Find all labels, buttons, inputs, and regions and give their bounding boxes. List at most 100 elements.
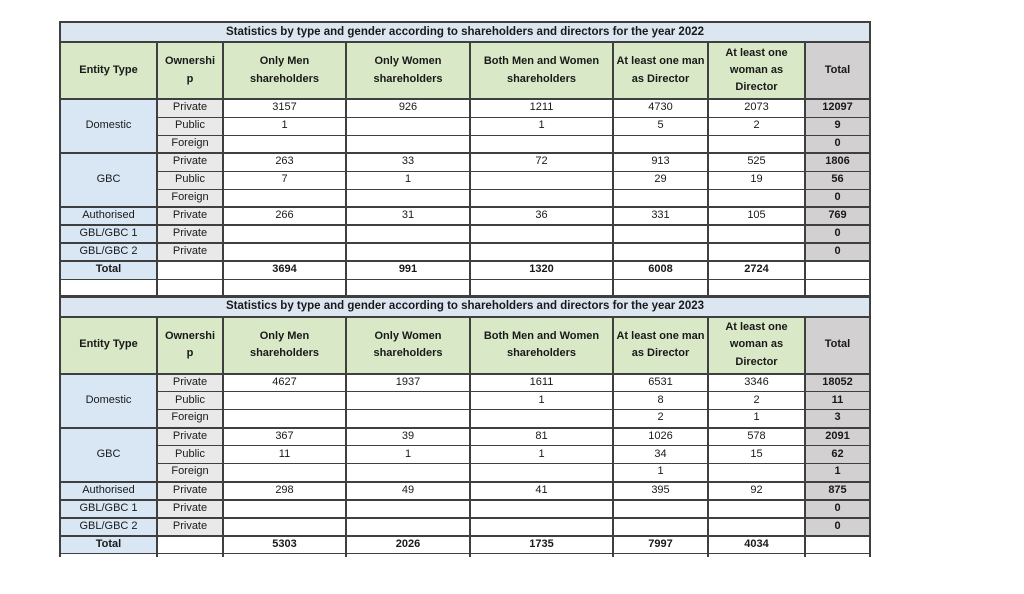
value-cell: 3346 xyxy=(707,373,806,392)
stats-table-2022: Statistics by type and gender according … xyxy=(59,21,871,296)
title-row: Statistics by type and gender according … xyxy=(59,295,871,318)
table-row: Public 1 1 5 2 9 xyxy=(60,116,871,136)
entity-cell: Domestic xyxy=(59,98,158,154)
value-cell: 4730 xyxy=(612,98,709,118)
value-cell: 1 xyxy=(469,445,614,464)
table-row: Authorised Private 266 31 36 331 105 769 xyxy=(59,206,871,226)
value-cell xyxy=(345,516,471,536)
table-row: GBL/GBC 2 Private 0 xyxy=(59,242,871,262)
value-cell xyxy=(222,498,347,518)
value-cell: 1320 xyxy=(469,260,614,280)
value-cell xyxy=(222,463,347,482)
value-cell xyxy=(707,188,806,208)
value-cell xyxy=(469,516,614,536)
column-header: Only Women shareholders xyxy=(345,41,471,100)
value-cell: 1 xyxy=(345,445,471,464)
statistics-tables-container: Statistics by type and gender according … xyxy=(59,21,871,557)
value-cell xyxy=(222,516,347,536)
value-cell xyxy=(222,134,347,154)
row-total-cell: 3 xyxy=(804,409,871,428)
value-cell xyxy=(612,242,709,262)
table-row: Public 11 1 1 34 15 62 xyxy=(60,445,871,464)
value-cell: 1 xyxy=(222,116,347,136)
empty-cell xyxy=(804,553,871,557)
table-row: Public 1 8 2 11 xyxy=(60,391,871,410)
entity-cell: GBL/GBC 1 xyxy=(59,224,158,244)
empty-cell xyxy=(156,278,224,296)
table-row: GBL/GBC 1 Private 0 xyxy=(59,498,871,518)
ownership-cell xyxy=(156,534,224,554)
value-cell: 1611 xyxy=(469,373,614,392)
value-cell: 3157 xyxy=(222,98,347,118)
row-total-cell: 0 xyxy=(804,224,871,244)
value-cell xyxy=(345,463,471,482)
table-row: Domestic Private 4627 1937 1611 6531 3346 18052 xyxy=(59,373,871,428)
value-cell xyxy=(707,242,806,262)
value-cell xyxy=(707,498,806,518)
row-total-cell: 0 xyxy=(804,188,871,208)
empty-cell xyxy=(59,553,158,557)
ownership-cell: Public xyxy=(156,116,224,136)
entity-cell: GBC xyxy=(59,152,158,208)
title-row: Statistics by type and gender according … xyxy=(59,21,871,43)
empty-cell xyxy=(222,278,347,296)
entity-cell: GBC xyxy=(59,426,158,482)
empty-cell xyxy=(612,278,709,296)
value-cell: 1 xyxy=(469,391,614,410)
value-cell: 578 xyxy=(707,426,806,446)
value-cell xyxy=(345,224,471,244)
value-cell: 29 xyxy=(612,170,709,190)
value-cell: 991 xyxy=(345,260,471,280)
row-total-cell xyxy=(804,534,871,554)
table-row: Foreign 0 xyxy=(60,188,871,208)
table-row: Total 5303 2026 1735 7997 4034 xyxy=(59,534,871,554)
empty-cell xyxy=(612,553,709,557)
value-cell: 19 xyxy=(707,170,806,190)
value-cell xyxy=(469,463,614,482)
spacer-row xyxy=(59,553,871,557)
column-header: Only Men shareholders xyxy=(222,41,347,100)
value-cell xyxy=(222,391,347,410)
value-cell xyxy=(707,463,806,482)
empty-cell xyxy=(345,278,471,296)
value-cell: 1 xyxy=(612,463,709,482)
value-cell: 367 xyxy=(222,426,347,446)
value-cell: 5 xyxy=(612,116,709,136)
value-cell xyxy=(469,134,614,154)
column-header: Total xyxy=(804,41,871,100)
row-total-cell: 0 xyxy=(804,242,871,262)
empty-cell xyxy=(707,278,806,296)
value-cell: 395 xyxy=(612,480,709,500)
entity-cell: GBL/GBC 1 xyxy=(59,498,158,518)
table-title-2023: Statistics by type and gender according … xyxy=(59,295,871,318)
value-cell xyxy=(469,170,614,190)
value-cell xyxy=(222,409,347,428)
ownership-cell: Private xyxy=(156,516,224,536)
ownership-cell: Private xyxy=(156,98,224,118)
empty-cell xyxy=(59,278,158,296)
table-row: GBL/GBC 1 Private 0 xyxy=(59,224,871,244)
value-cell: 81 xyxy=(469,426,614,446)
ownership-cell: Private xyxy=(156,242,224,262)
column-header: Only Women shareholders xyxy=(345,315,471,375)
empty-cell xyxy=(222,553,347,557)
value-cell: 2026 xyxy=(345,534,471,554)
value-cell xyxy=(345,498,471,518)
value-cell: 31 xyxy=(345,206,471,226)
ownership-cell: Foreign xyxy=(156,134,224,154)
value-cell xyxy=(222,188,347,208)
value-cell xyxy=(345,391,471,410)
ownership-cell: Private xyxy=(156,224,224,244)
value-cell: 72 xyxy=(469,152,614,172)
table-row: Public 7 1 29 19 56 xyxy=(60,170,871,190)
row-total-cell: 18052 xyxy=(804,373,871,392)
value-cell xyxy=(707,224,806,244)
value-cell: 1937 xyxy=(345,373,471,392)
column-header: Entity Type xyxy=(59,41,158,100)
column-header: At least one man as Director xyxy=(612,41,709,100)
value-cell: 298 xyxy=(222,480,347,500)
value-cell xyxy=(345,188,471,208)
total-row-label: Total xyxy=(59,260,158,280)
value-cell xyxy=(345,409,471,428)
ownership-cell: Foreign xyxy=(156,463,224,482)
